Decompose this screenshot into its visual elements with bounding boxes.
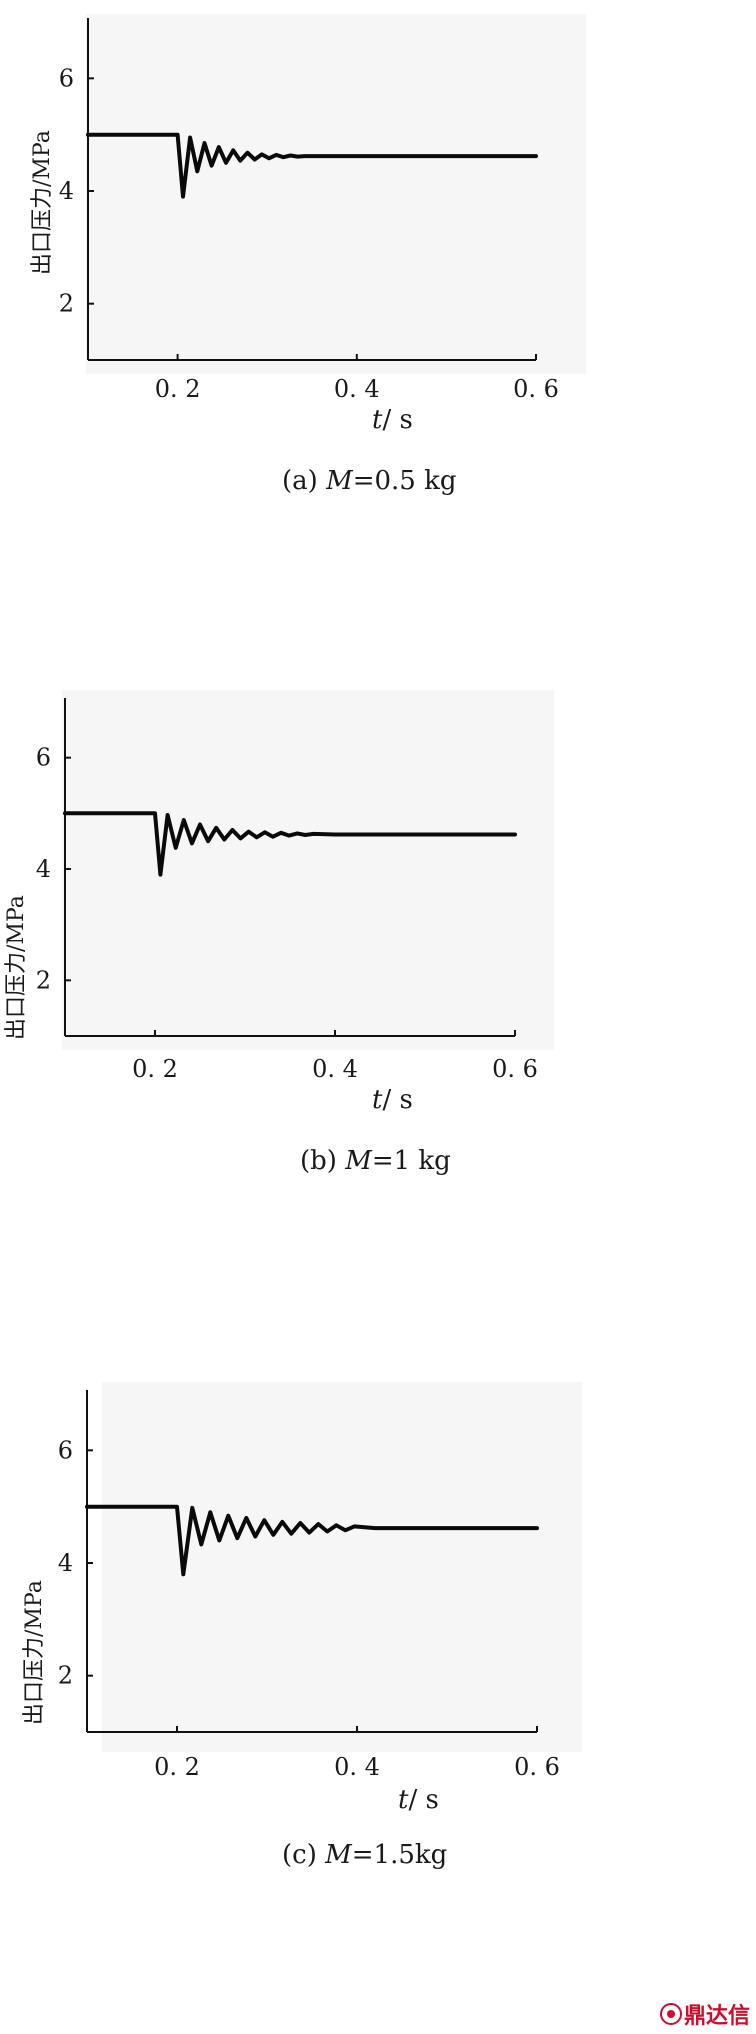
chart-panel-b: 0. 2 0. 4 0. 6 2 4 6 出口压力/MPa t/ s (b) M=1 kg: [0, 680, 756, 1360]
caption-a: (a) M=0.5 kg: [282, 466, 456, 496]
chart-panel-a: 0. 2 0. 4 0. 6 2 4 6 出口压力/MPa t/ s (a) M=0.5 …: [0, 0, 756, 680]
x-axis-label-b: t/ s: [372, 1085, 413, 1115]
caption-b: (b) M=1 kg: [300, 1146, 451, 1176]
y-tick-label: 6: [58, 1436, 73, 1464]
x-tick-label: 0. 4: [312, 1055, 358, 1083]
caption-mass-c: M: [325, 1840, 352, 1870]
x-tick-label: 0. 6: [492, 1055, 538, 1083]
circle-logo-icon: [659, 2003, 682, 2025]
caption-value-a: =0.5 kg: [352, 466, 457, 496]
series-line-0: [85, 1504, 539, 1577]
y-tick-label: 2: [58, 1662, 73, 1690]
caption-prefix-a: (a): [282, 466, 318, 496]
caption-value-c: =1.5kg: [351, 1840, 448, 1870]
y-tick-label: 4: [59, 177, 74, 205]
series-line-0: [86, 132, 538, 199]
x-tick-label: 0. 6: [513, 375, 559, 403]
x-tick-label: 0. 6: [514, 1753, 560, 1781]
y-tick-label: 4: [58, 1549, 73, 1577]
y-tick-label: 6: [59, 64, 74, 92]
y-axis-label-a: 出口压力/MPa: [30, 130, 55, 275]
caption-c: (c) M=1.5kg: [282, 1840, 447, 1870]
x-axis-unit-c: / s: [408, 1785, 439, 1815]
caption-prefix-b: (b): [300, 1146, 337, 1176]
plot-background-a: [86, 14, 586, 374]
watermark: 鼎达信: [659, 1998, 750, 2030]
y-axis-label-c: 出口压力/MPa: [22, 1580, 47, 1725]
series-line-0: [63, 811, 517, 877]
x-tick-label: 0. 2: [155, 375, 201, 403]
x-tick-label: 0. 4: [334, 375, 380, 403]
x-tick-label: 0. 4: [334, 1753, 380, 1781]
chart-b: 0. 2 0. 4 0. 6 2 4 6: [36, 698, 538, 1083]
caption-mass-b: M: [345, 1146, 372, 1176]
y-tick-label: 2: [36, 966, 51, 994]
chart-a: 0. 2 0. 4 0. 6 2 4 6: [59, 18, 559, 403]
y-tick-label: 4: [36, 855, 51, 883]
x-axis-label-a: t/ s: [372, 405, 413, 435]
y-tick-label: 2: [59, 290, 74, 318]
caption-value-b: =1 kg: [371, 1146, 451, 1176]
x-tick-label: 0. 2: [132, 1055, 178, 1083]
x-axis-label-c: t/ s: [398, 1785, 439, 1815]
x-axis-var-c: t: [398, 1785, 409, 1815]
caption-prefix-c: (c): [282, 1840, 317, 1870]
chart-panel-c: 0. 2 0. 4 0. 6 2 4 6 出口压力/MPa t/ s (c) M=1.5k…: [0, 1360, 756, 2034]
chart-c: 0. 2 0. 4 0. 6 2 4 6: [58, 1390, 560, 1781]
y-tick-label: 6: [36, 744, 51, 772]
caption-mass-a: M: [326, 466, 353, 496]
x-tick-label: 0. 2: [154, 1753, 200, 1781]
plot-background-b: [62, 690, 554, 1050]
x-axis-unit-b: / s: [382, 1085, 413, 1115]
x-axis-var-a: t: [372, 405, 383, 435]
watermark-text: 鼎达信: [683, 2004, 750, 2029]
x-axis-unit-a: / s: [382, 405, 413, 435]
y-axis-label-b: 出口压力/MPa: [4, 895, 29, 1040]
x-axis-var-b: t: [372, 1085, 383, 1115]
